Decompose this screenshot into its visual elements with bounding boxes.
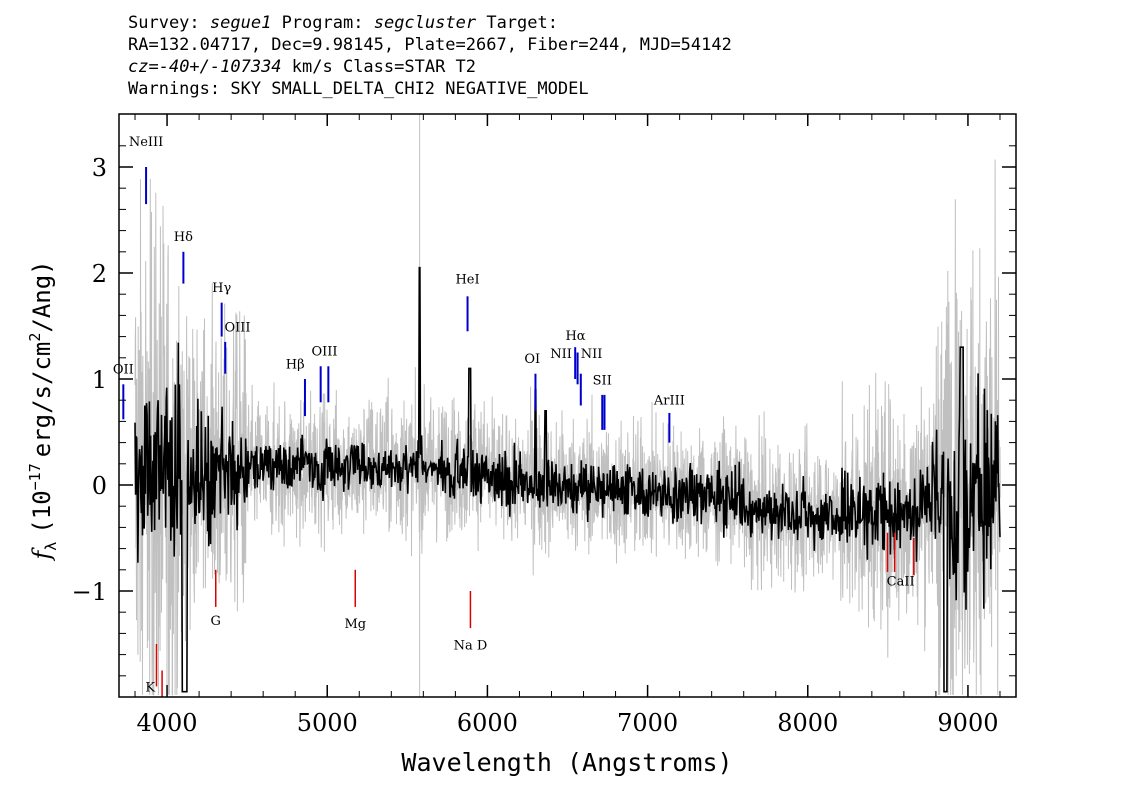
x-tick-label: 9000	[937, 709, 998, 737]
axis-ticks: 4000 5000 6000 7000 8000 9000 −1 0 1 2 3	[72, 114, 1016, 737]
y-axis-label: fλ(10−17erg/s/cm2/Ang)	[26, 260, 60, 561]
cz-tail: km/s Class=STAR T2	[281, 57, 477, 77]
y-tick-label: −1	[72, 578, 107, 606]
y-label-end: /Ang)	[28, 260, 56, 332]
x-axis-label: Wavelength (Angstroms)	[401, 748, 732, 777]
line-markers: NeIII OII Hδ Hγ OIII Hβ OIII HeI OI NII Hα NII SII Ar…	[113, 135, 915, 697]
x-tick-label: 8000	[777, 709, 838, 737]
target-label: Target:	[486, 13, 558, 33]
plot-frame	[118, 113, 1017, 698]
y-label-units: erg/s/cm	[28, 342, 56, 458]
survey-label: Survey:	[128, 13, 200, 33]
flux-series	[134, 266, 1001, 693]
x-tick-label: 7000	[617, 709, 678, 737]
y-tick-label: 2	[92, 260, 107, 288]
emission-label: HeI	[455, 273, 479, 288]
header-line-coordinates: RA=132.04717, Dec=9.98145, Plate=2667, F…	[128, 35, 732, 55]
header-line-redshift: cz=-40+/-107334 km/s Class=STAR T2	[128, 56, 732, 78]
y-tick-label: 1	[92, 366, 107, 394]
absorption-label: CaII	[887, 575, 915, 590]
y-label-exp2: 2	[26, 333, 44, 342]
emission-label: NeIII	[129, 135, 163, 150]
y-label-paren: (10	[28, 490, 56, 533]
emission-label: Hα	[565, 329, 585, 344]
emission-label: ArIII	[653, 393, 685, 408]
emission-label: SII	[593, 373, 612, 388]
flux-line	[134, 266, 1001, 693]
emission-label: OII	[113, 363, 134, 378]
program-label: Program:	[281, 13, 364, 33]
cz-value: -40+/-107334	[158, 57, 282, 77]
emission-label: Hδ	[174, 230, 193, 245]
absorption-label: Na D	[454, 638, 488, 653]
survey-value: segue1	[209, 13, 272, 33]
absorption-label: K	[145, 681, 155, 696]
y-tick-label: 3	[92, 154, 107, 182]
emission-label: Hβ	[286, 357, 305, 372]
emission-label: OIII	[311, 345, 337, 360]
emission-label: OI	[524, 352, 540, 367]
header-line-survey: Survey: segue1 Program: segcluster Targe…	[128, 12, 732, 34]
x-tick-label: 5000	[297, 709, 358, 737]
header-line-warnings: Warnings: SKY SMALL_DELTA_CHI2 NEGATIVE_…	[128, 79, 589, 99]
x-tick-label: 6000	[457, 709, 518, 737]
emission-label: OIII	[224, 320, 250, 335]
plot-header: Survey: segue1 Program: segcluster Targe…	[128, 12, 732, 100]
error-series	[134, 114, 1001, 697]
error-line	[134, 159, 1001, 696]
y-label-exp: −17	[26, 463, 44, 490]
y-label-lambda: λ	[42, 542, 60, 551]
y-tick-label: 0	[92, 472, 107, 500]
emission-label: NII	[581, 347, 603, 362]
x-tick-label: 4000	[137, 709, 198, 737]
absorption-label: Mg	[344, 617, 366, 632]
cz-label: cz=	[128, 57, 159, 77]
absorption-label: G	[211, 614, 221, 629]
emission-label: Hγ	[212, 281, 231, 296]
program-value: segcluster	[373, 13, 477, 33]
emission-label: NII	[550, 347, 572, 362]
